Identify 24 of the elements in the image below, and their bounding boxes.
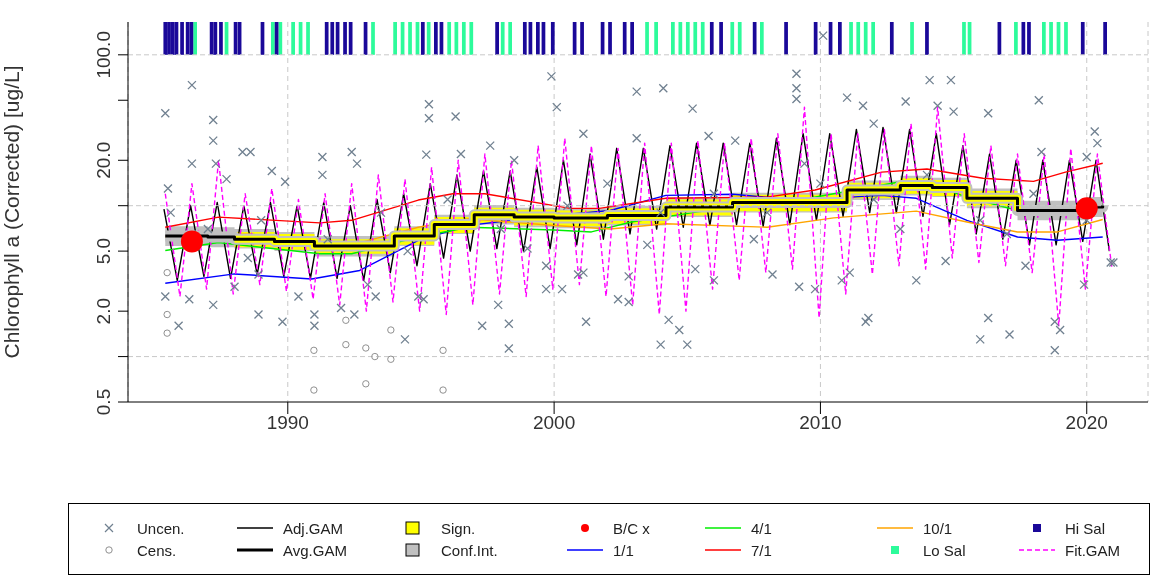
legend-label: 7/1 [751,541,772,559]
legend-label: Adj.GAM [283,519,344,537]
legend-label: Lo Sal [923,541,966,559]
x-tick-label: 2000 [532,412,576,434]
legend-label: Uncen. [137,519,185,537]
y-tick-label: 2.0 [93,297,114,325]
legend-label: Avg.GAM [283,541,347,559]
legend-label: 10/1 [923,519,953,537]
y-tick-label: 20.0 [93,141,114,179]
y-tick-label: 0.5 [93,388,114,416]
legend-label: B/C x [613,519,650,537]
legend-label: Fit.GAM [1065,541,1120,559]
y-tick-label: 5.0 [93,237,114,265]
y-tick-label: 100.0 [93,31,114,79]
y-axis-title: Chlorophyll a (Corrected) [ug/L] [0,65,24,359]
x-tick-label: 1990 [266,412,309,434]
x-tick-label: 2020 [1065,412,1108,434]
legend-label: 1/1 [613,541,634,559]
legend-label: Conf.Int. [441,541,498,559]
legend-label: Cens. [137,541,177,559]
legend-label: Sign. [441,519,476,537]
x-tick-label: 2010 [799,412,842,434]
legend-label: 4/1 [751,519,772,537]
legend-label: Hi Sal [1065,519,1106,537]
